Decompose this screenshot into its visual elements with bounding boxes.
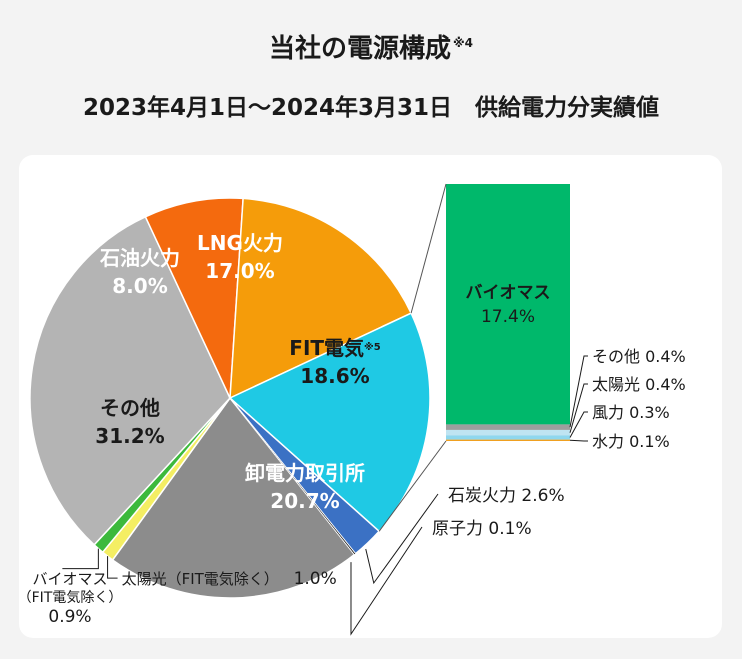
connector-bottom: [378, 440, 447, 532]
chart-subtitle: 2023年4月1日～2024年3月31日 供給電力分実績値: [82, 95, 660, 121]
fit-bar-label-3: 太陽光 0.4%: [592, 375, 686, 394]
slice-label-4: その他: [100, 396, 160, 420]
fit-bar-label-4: 風力 0.3%: [592, 403, 670, 422]
pie-slice-9: [229, 397, 356, 555]
leader-line-nuclear: [350, 526, 423, 636]
leader-line-solar: [107, 556, 118, 579]
slice-value-6: 17.0%: [205, 259, 274, 283]
fit-bar-segment-1: [446, 184, 570, 425]
pie-slice-4: [29, 215, 231, 546]
fit-bar-segment-4: [446, 435, 570, 440]
pie-slice-6: [229, 197, 413, 400]
outside-value-solar: 1.0%: [294, 569, 337, 589]
outside-value-biomass-nonfit: 0.9%: [48, 607, 91, 627]
pie-slice-5: [144, 197, 244, 399]
slice-value-1: 20.7%: [270, 489, 339, 513]
title-footnote-mark: ※4: [453, 36, 474, 51]
fit-bar-label-5: 水力 0.1%: [592, 432, 670, 451]
slice-value-7: 18.6%: [300, 364, 369, 388]
fit-bar-label-2: その他 0.4%: [592, 347, 686, 366]
outside-label-biomass-line1: バイオマス: [32, 570, 107, 588]
leader-line-coal: [365, 493, 439, 585]
slice-value-5: 8.0%: [112, 274, 167, 298]
outside-label-biomass-line2: （FIT電気除く）: [18, 590, 123, 606]
fit-bar-segment-5: [446, 439, 570, 441]
fit-leader-4: [569, 411, 588, 438]
chart-title: 当社の電源構成 ※4: [268, 34, 474, 64]
slice-label-1: 卸電力取引所: [245, 461, 365, 485]
pie-slice-7: [228, 312, 431, 533]
fit-leader-5: [569, 439, 588, 442]
fit-leader-2: [569, 355, 588, 428]
fit-leader-3: [569, 383, 588, 433]
fit-bar-value-biomass: 17.4%: [481, 307, 535, 327]
outside-label-coal: 石炭火力 2.6%: [448, 486, 565, 506]
fit-bar-segment-3: [446, 429, 570, 436]
slice-note-7: ※5: [364, 341, 381, 353]
slice-label-5: 石油火力: [99, 246, 180, 270]
pie-slice-1: [111, 396, 356, 599]
outside-label-solar: 太陽光（FIT電気除く）: [122, 570, 279, 588]
outside-label-nuclear: 原子力 0.1%: [432, 519, 532, 539]
slice-value-4: 31.2%: [95, 424, 164, 448]
slice-label-6: LNG火力: [197, 231, 283, 255]
connector-top: [410, 183, 447, 314]
fit-bar-label-biomass: バイオマス: [466, 283, 551, 303]
fit-bar-segment-2: [446, 424, 570, 430]
leader-line-biomass-nonfit: [62, 548, 99, 570]
